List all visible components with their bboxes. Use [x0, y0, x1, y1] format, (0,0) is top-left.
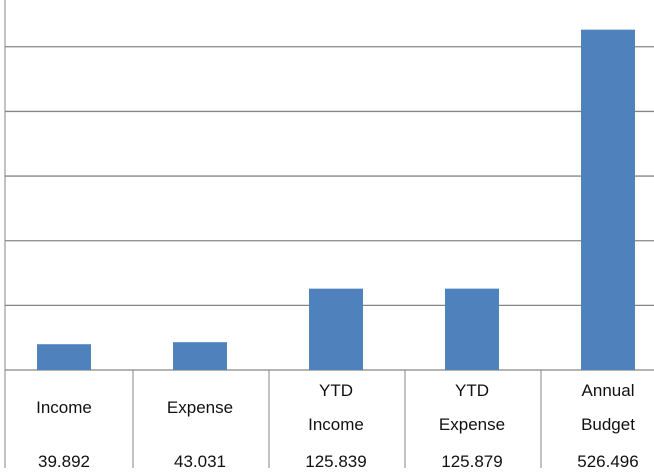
category-text: Income — [36, 398, 92, 417]
value-label: 125.879 — [441, 452, 503, 471]
category-label: YTD Income — [268, 372, 404, 444]
value-label: 526.496 — [577, 452, 639, 471]
category-text: YTD Income — [308, 381, 364, 434]
value-label: 43.031 — [174, 452, 226, 471]
category-label: Income — [0, 372, 132, 444]
bar — [445, 288, 499, 370]
category-text: YTD Expense — [438, 381, 506, 434]
category-text: Expense — [166, 398, 234, 417]
bar — [173, 342, 227, 370]
value-label: 39.892 — [38, 452, 90, 471]
category-text: Annual Budget — [581, 381, 635, 434]
value-label: 125.839 — [305, 452, 367, 471]
bar — [581, 29, 635, 370]
bar — [37, 344, 91, 370]
bar — [309, 288, 363, 370]
category-label: YTD Expense — [404, 372, 540, 444]
category-label: Annual Budget — [540, 372, 654, 444]
category-label: Expense — [132, 372, 268, 444]
